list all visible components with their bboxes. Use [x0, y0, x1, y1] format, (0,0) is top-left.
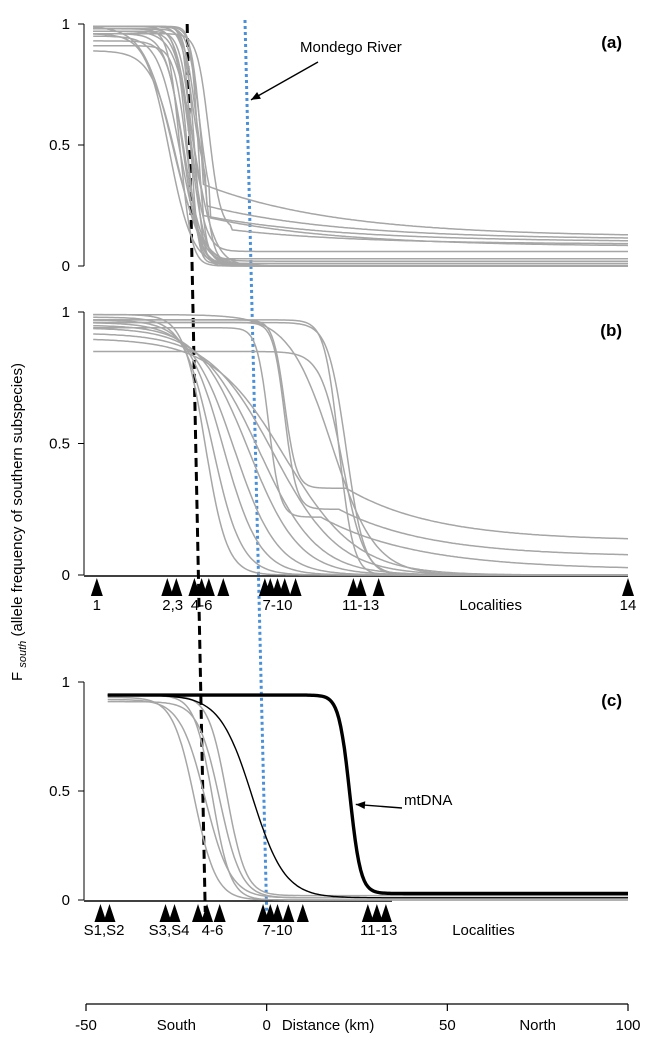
cline-curve [93, 350, 628, 576]
locality-marker [282, 904, 295, 922]
locality-label: 2,3 [162, 597, 183, 614]
cline-curve [93, 32, 628, 245]
locality-label: S3,S4 [149, 922, 190, 939]
locality-marker [168, 904, 181, 922]
locality-marker [354, 578, 367, 596]
locality-label: 1 [93, 597, 101, 614]
locality-marker [622, 578, 634, 596]
cline-curve [107, 700, 628, 899]
x-tick-label: 0 [262, 1017, 270, 1034]
y-tick-label: 0.5 [49, 436, 70, 453]
cline-curve [93, 25, 628, 253]
x-axis-text: Distance (km) [282, 1017, 375, 1034]
x-tick-label: 100 [615, 1017, 640, 1034]
locality-marker [296, 904, 309, 922]
cline-curve [93, 25, 628, 260]
x-axis-text: North [519, 1017, 556, 1034]
cline-curve [93, 28, 628, 239]
panel-b: 0 0.5 1 (b) 1 2,3 4-6 7-10 11-13 Localities 14 [49, 304, 636, 614]
locality-marker [170, 578, 183, 596]
locality-label: 7-10 [262, 922, 292, 939]
locality-label: 11-13 [360, 922, 397, 939]
cline-curve [93, 25, 628, 265]
cline-curve [93, 313, 628, 576]
locality-label: Localities [459, 597, 522, 614]
cline-curve [93, 321, 629, 556]
cline-curve [93, 319, 629, 540]
cline-curve [93, 33, 628, 267]
locality-marker [213, 904, 226, 922]
panels: 0 0.5 1 (a) Mondego River 0 0.5 1 (b) 1 2,3 4-6 7-10… [49, 16, 636, 939]
locality-label: 11-13 [342, 597, 379, 614]
y-tick-label: 1 [62, 16, 70, 33]
locality-label: 4-6 [202, 922, 224, 939]
x-axis-text: South [157, 1017, 196, 1034]
cline-curve [93, 30, 628, 242]
locality-marker [192, 904, 205, 922]
cline-curve [107, 694, 628, 897]
cline-curve [107, 698, 628, 899]
cline-curve [93, 327, 628, 569]
panel-label: (a) [601, 33, 622, 52]
y-tick-label: 0 [62, 258, 70, 275]
cline-curve [93, 319, 628, 576]
cline-curve [93, 321, 628, 576]
y-tick-label: 0.5 [49, 137, 70, 154]
y-axis-label-main: F [9, 672, 26, 681]
x-tick-label: -50 [75, 1017, 97, 1034]
locality-marker [161, 578, 174, 596]
y-tick-label: 0.5 [49, 783, 70, 800]
locality-marker [201, 904, 214, 922]
y-axis-label-sub: south [17, 641, 29, 668]
locality-label: 7-10 [262, 597, 292, 614]
locality-marker [289, 578, 302, 596]
x-tick-label: 50 [439, 1017, 456, 1034]
locality-marker [159, 904, 172, 922]
locality-marker [361, 904, 374, 922]
annotation-label: Mondego River [300, 39, 402, 56]
highlighted-curve [107, 694, 628, 899]
panel-label: (b) [600, 321, 622, 340]
locality-marker [202, 578, 215, 596]
distance-x-axis: -50 0 50 100 South Distance (km) North [75, 1003, 641, 1034]
cline-curve [93, 316, 628, 576]
locality-marker [103, 904, 116, 922]
locality-label: 14 [620, 597, 637, 614]
panel-a: 0 0.5 1 (a) Mondego River [49, 16, 629, 275]
highlighted-curve [107, 693, 628, 896]
cline-curve [93, 40, 628, 267]
locality-label: Localities [452, 922, 515, 939]
locality-marker [90, 578, 103, 596]
y-axis-label-rest: (allele frequency of southern subspecies… [9, 363, 26, 637]
cline-curve [93, 25, 628, 236]
locality-marker [379, 904, 392, 922]
panel-c: 0 0.5 1 (c) mtDNA S1,S2 S3,S4 4-6 7-10 11-13 Local… [49, 674, 628, 939]
y-tick-label: 1 [62, 304, 70, 321]
cline-curve [93, 319, 628, 576]
locality-marker [372, 578, 385, 596]
locality-marker [217, 578, 230, 596]
y-axis-label: F south (allele frequency of southern su… [9, 363, 30, 681]
annotation-arrow-line [250, 61, 319, 101]
annotation-arrow-head [355, 801, 366, 810]
locality-marker [370, 904, 383, 922]
cline-curve [107, 694, 628, 901]
cline-curve [93, 26, 628, 267]
y-tick-label: 0 [62, 892, 70, 909]
y-axis-label-group: F south (allele frequency of southern su… [9, 363, 30, 681]
annotation-arrow-head [250, 91, 261, 100]
locality-marker [271, 904, 284, 922]
panel-label: (c) [601, 691, 622, 710]
y-tick-label: 0 [62, 567, 70, 584]
cline-curve [93, 45, 628, 265]
locality-marker [94, 904, 107, 922]
locality-label: S1,S2 [84, 922, 125, 939]
locality-label: 4-6 [191, 597, 213, 614]
locality-marker [278, 578, 291, 596]
annotation-label: mtDNA [404, 792, 452, 809]
cline-curve [107, 696, 628, 901]
y-tick-label: 1 [62, 674, 70, 691]
